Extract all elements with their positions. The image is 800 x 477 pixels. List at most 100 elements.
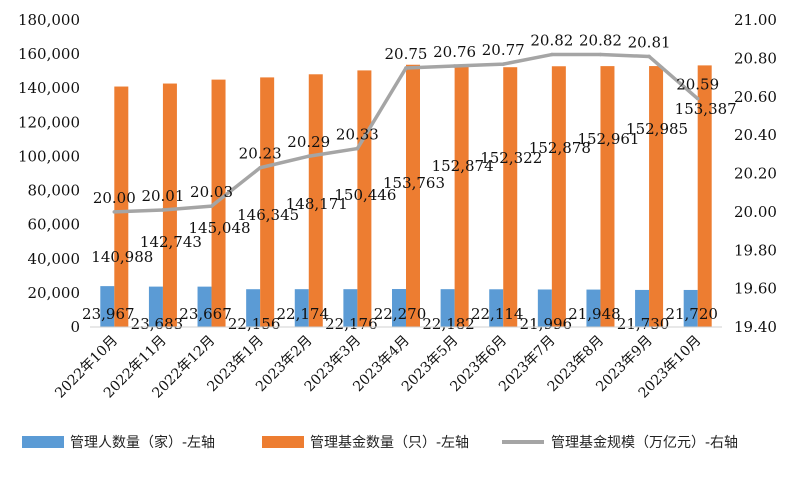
data-label-managers: 22,114 xyxy=(471,305,524,323)
bar-funds xyxy=(162,83,177,327)
legend-label-managers: 管理人数量（家）-左轴 xyxy=(70,434,215,451)
scale-point xyxy=(501,62,506,66)
data-label-scale: 20.82 xyxy=(530,32,573,50)
data-label-funds: 152,874 xyxy=(432,157,494,175)
scale-point xyxy=(647,54,651,59)
bar-funds xyxy=(697,65,712,327)
bar-funds xyxy=(551,66,566,327)
data-label-funds: 152,961 xyxy=(577,130,639,148)
bar-managers xyxy=(246,289,261,327)
right-axis-tick-label: 20.80 xyxy=(734,49,777,67)
data-label-scale: 20.75 xyxy=(385,45,428,63)
left-axis-tick-label: 100,000 xyxy=(18,147,80,165)
legend-label-funds: 管理基金数量（只）-左轴 xyxy=(310,434,469,451)
scale-point xyxy=(112,210,117,214)
scale-point xyxy=(209,204,214,208)
right-axis-tick-label: 20.00 xyxy=(734,203,777,221)
data-label-scale: 20.76 xyxy=(433,43,476,61)
data-label-scale: 20.82 xyxy=(579,32,622,50)
legend-label-scale: 管理基金规模（万亿元）-右轴 xyxy=(551,434,738,451)
right-axis-tick-label: 19.80 xyxy=(734,241,777,259)
data-label-funds: 153,387 xyxy=(675,100,737,118)
right-axis-tick-label: 19.40 xyxy=(734,318,777,336)
data-label-funds: 140,988 xyxy=(91,248,153,266)
bar-funds xyxy=(406,64,420,328)
data-label-managers: 22,182 xyxy=(422,315,475,333)
scale-point xyxy=(161,208,165,212)
data-label-funds: 152,322 xyxy=(480,149,542,167)
right-axis-tick-label: 20.40 xyxy=(734,126,777,144)
data-labels-managers: 23,96723,68323,66722,15622,17422,17622,2… xyxy=(82,305,718,333)
data-label-managers: 23,667 xyxy=(179,305,232,323)
bar-managers xyxy=(197,286,212,327)
scale-point xyxy=(452,64,457,68)
bar-funds xyxy=(308,74,323,327)
left-axis-tick-label: 40,000 xyxy=(28,250,81,268)
bar-managers xyxy=(635,289,650,327)
bar-managers xyxy=(148,286,163,327)
line-series-scale xyxy=(112,52,700,214)
scale-point xyxy=(404,66,408,70)
bar-funds xyxy=(260,77,275,327)
bar-funds xyxy=(454,66,469,328)
data-label-managers: 23,967 xyxy=(82,305,135,323)
data-label-scale: 20.23 xyxy=(239,145,282,163)
legend-swatch-managers xyxy=(22,436,64,448)
legend-swatch-funds xyxy=(262,436,304,448)
bar-funds xyxy=(211,79,226,327)
data-label-managers: 22,176 xyxy=(325,315,378,333)
bar-funds xyxy=(649,66,664,327)
bar-managers xyxy=(294,289,309,327)
scale-point xyxy=(258,165,262,170)
bar-funds xyxy=(600,66,615,327)
data-label-scale: 20.03 xyxy=(190,183,233,201)
bar-managers xyxy=(392,289,406,327)
bar-series-managers xyxy=(100,286,698,327)
left-axis-tick-label: 180,000 xyxy=(18,11,80,29)
data-label-scale: 20.77 xyxy=(482,41,525,59)
data-label-funds: 146,345 xyxy=(237,206,299,224)
bar-funds xyxy=(503,67,518,328)
data-label-funds: 145,048 xyxy=(189,219,251,237)
data-label-funds: 153,763 xyxy=(383,174,445,192)
left-axis: 0 20,000 40,000 60,000 80,000 100,000 120,000 1… xyxy=(18,11,80,336)
data-label-scale: 20.01 xyxy=(141,187,184,205)
legend: 管理人数量（家）-左轴 管理基金数量（只）-左轴 管理基金规模（万亿元）-右轴 xyxy=(22,434,738,451)
scale-point xyxy=(355,146,360,151)
right-axis-tick-label: 20.20 xyxy=(734,165,777,183)
bar-funds xyxy=(114,86,129,327)
left-axis-tick-label: 120,000 xyxy=(18,113,80,131)
data-label-funds: 148,171 xyxy=(286,195,348,213)
right-axis: 19.40 19.60 19.80 20.00 20.20 20.40 20.60 20.80… xyxy=(734,11,777,336)
scale-point xyxy=(306,154,311,159)
data-label-managers: 21,948 xyxy=(568,305,621,323)
data-label-managers: 23,683 xyxy=(131,315,184,333)
data-label-funds: 152,985 xyxy=(626,120,688,138)
data-label-managers: 21,730 xyxy=(617,315,670,333)
scale-point xyxy=(550,52,554,57)
bar-managers xyxy=(343,289,358,327)
data-labels-scale: 20.00 20.01 20.03 20.23 20.29 20.33 20.75 20.76… xyxy=(93,32,719,207)
left-axis-tick-label: 20,000 xyxy=(28,284,81,302)
data-labels-funds: 140,988142,743145,048146,345148,171150,4… xyxy=(91,100,736,266)
bar-managers xyxy=(537,289,552,327)
left-axis-tick-label: 160,000 xyxy=(18,45,80,63)
bar-funds xyxy=(357,70,372,327)
data-label-managers: 21,720 xyxy=(665,305,718,323)
data-label-scale: 20.33 xyxy=(336,126,379,144)
data-label-managers: 22,270 xyxy=(374,305,427,323)
bar-series-funds xyxy=(114,64,712,328)
left-axis-tick-label: 0 xyxy=(70,318,80,336)
bar-managers xyxy=(586,289,601,327)
data-label-funds: 150,446 xyxy=(334,186,396,204)
data-label-scale: 20.59 xyxy=(676,76,719,94)
left-axis-tick-label: 80,000 xyxy=(28,182,81,200)
data-label-scale: 20.81 xyxy=(628,33,671,51)
data-label-scale: 20.29 xyxy=(287,133,330,151)
left-axis-tick-label: 140,000 xyxy=(18,79,80,97)
bar-managers xyxy=(683,289,698,327)
scale-point xyxy=(695,96,700,101)
data-label-scale: 20.00 xyxy=(93,189,136,207)
bar-managers xyxy=(100,286,115,327)
bar-managers xyxy=(440,289,455,327)
